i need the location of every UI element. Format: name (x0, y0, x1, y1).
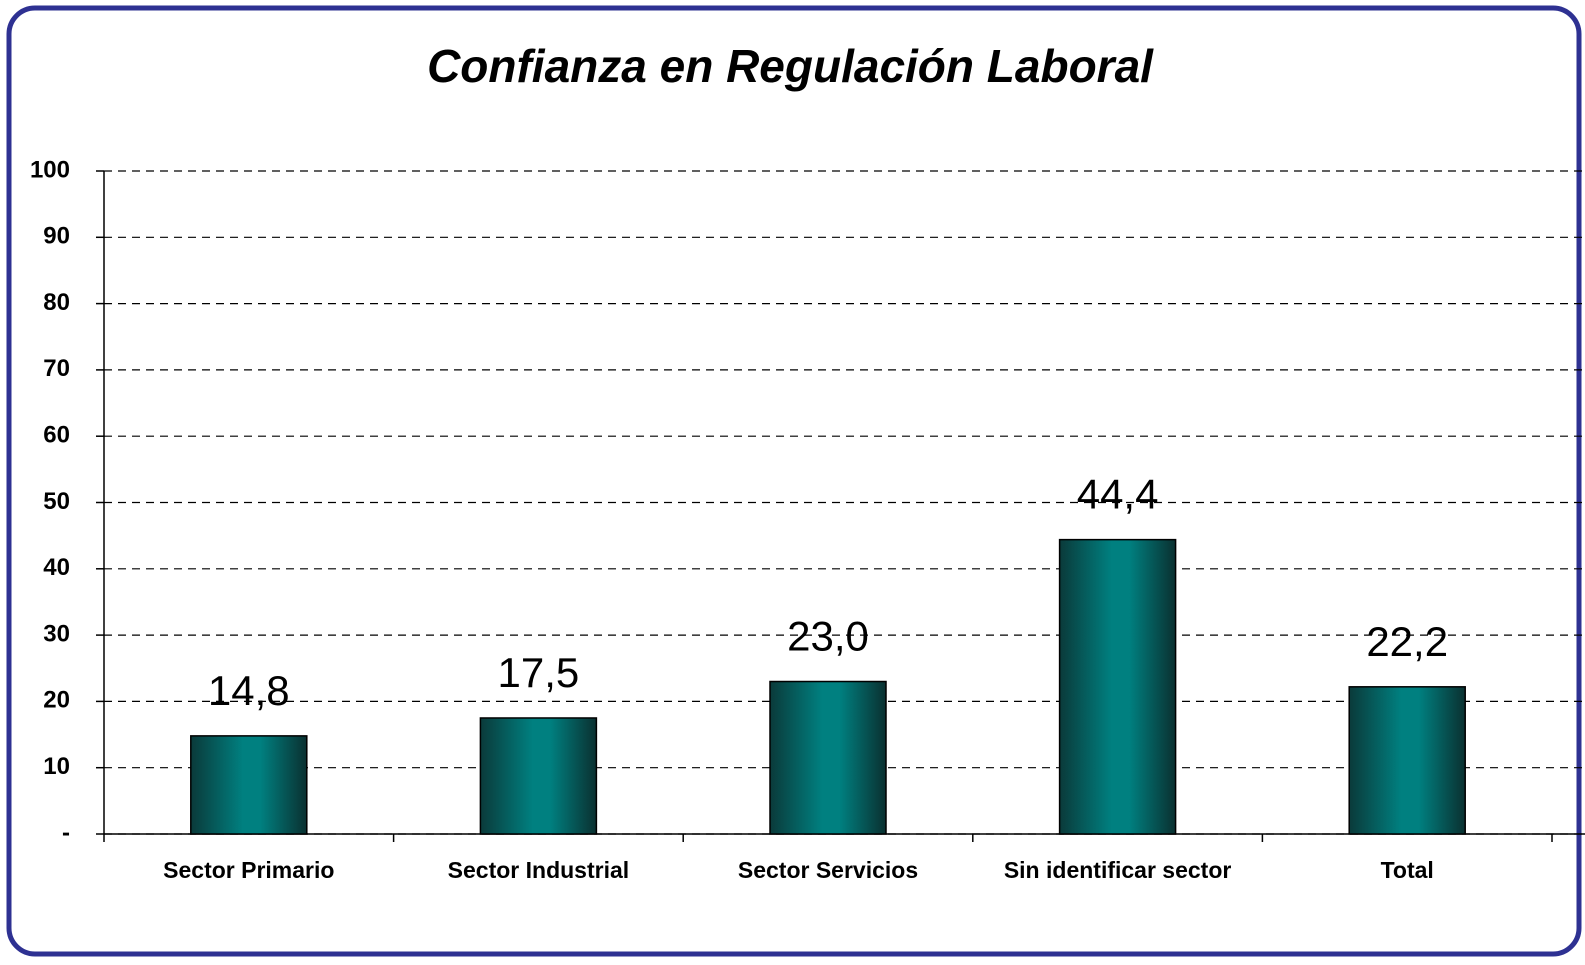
value-label: 23,0 (787, 613, 869, 660)
bar (1348, 686, 1466, 835)
frame (6, 5, 1582, 957)
y-tick-label: - (62, 819, 70, 846)
bar (769, 680, 887, 835)
y-tick-label: 100 (30, 156, 70, 183)
y-tick-label: 90 (43, 223, 70, 250)
x-tick-label: Sector Industrial (448, 857, 629, 883)
value-label: 22,2 (1366, 618, 1448, 665)
x-tick-label: Sector Servicios (738, 857, 918, 883)
y-tick-label: 50 (43, 488, 70, 515)
x-tick-label: Sin identificar sector (1004, 857, 1232, 883)
value-label: 44,4 (1077, 471, 1159, 518)
chart-title: Confianza en Regulación Laboral (427, 40, 1154, 92)
value-label: 14,8 (208, 667, 290, 714)
bar (1058, 538, 1177, 835)
y-tick-label: 30 (43, 620, 70, 647)
x-tick-label: Sector Primario (163, 857, 334, 883)
value-label: 17,5 (498, 649, 580, 696)
y-tick-label: 10 (43, 753, 70, 780)
y-tick-label: 70 (43, 355, 70, 382)
bar (190, 735, 308, 835)
y-tick-label: 20 (43, 687, 70, 714)
y-tick-label: 60 (43, 422, 70, 449)
y-tick-label: 80 (43, 289, 70, 316)
x-tick-label: Total (1381, 857, 1434, 883)
y-tick-label: 40 (43, 554, 70, 581)
bar (479, 717, 598, 835)
